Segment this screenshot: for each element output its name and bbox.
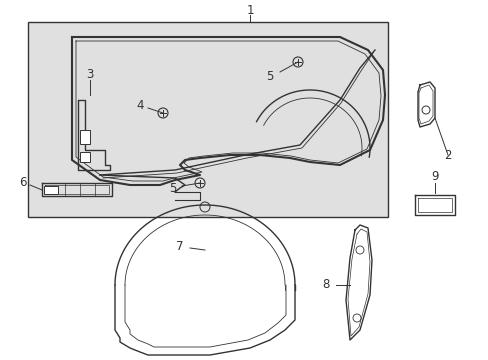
Text: 8: 8 [322,279,329,292]
Text: 9: 9 [430,170,438,183]
Bar [44,186,58,194]
Text: 6: 6 [19,176,27,189]
Bar [28,22,387,217]
Text: 7: 7 [176,239,183,252]
Text: 5: 5 [266,69,273,82]
Text: 3: 3 [86,68,94,81]
Text: 4: 4 [136,99,143,112]
Text: 1: 1 [246,4,253,17]
Bar [80,152,90,162]
Text: 5: 5 [169,181,176,194]
Text: 2: 2 [443,149,451,162]
Bar [80,130,90,144]
